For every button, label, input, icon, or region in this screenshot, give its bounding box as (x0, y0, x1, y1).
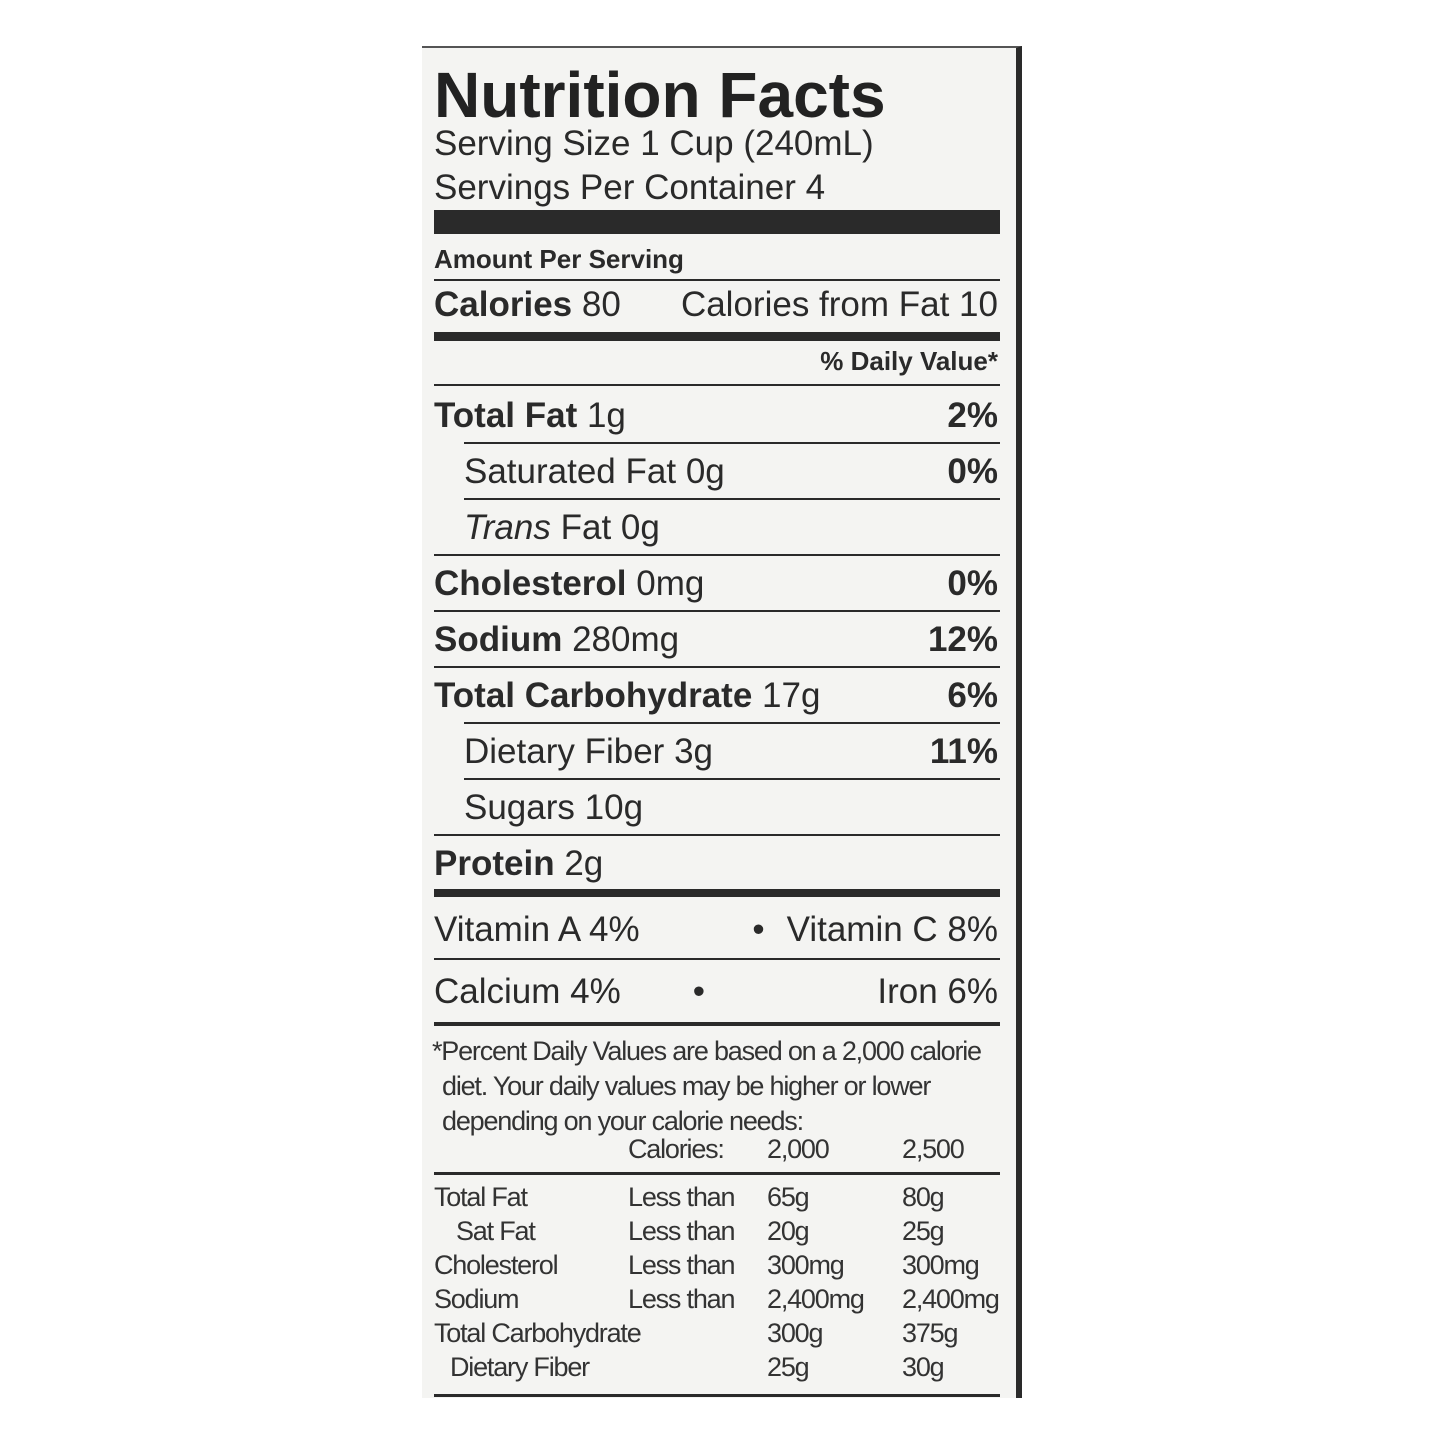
dv-table-cell: 2,400mg (902, 1284, 1000, 1314)
divider (464, 722, 1000, 724)
dv-table-cell: 300mg (902, 1250, 980, 1280)
dv-table-cell: Total Carbohydrate (434, 1318, 642, 1348)
nutrient-row: Total Carbohydrate 17g 6% (434, 672, 998, 720)
nutrient-amount: 17g (762, 676, 821, 715)
dv-table-header: Calories: (628, 1134, 725, 1164)
calories-label: Calories (434, 285, 573, 324)
nutrient-row: Sodium 280mg 12% (434, 616, 998, 664)
dv-table-cell: Sodium (434, 1284, 520, 1314)
footnote-line: *Percent Daily Values are based on a 2,0… (432, 1036, 982, 1066)
divider-thick (434, 210, 1000, 234)
nutrient-name: Total Carbohydrate (434, 676, 753, 715)
dv-table-cell: Less than (628, 1182, 736, 1212)
dv-table-cell: 25g (902, 1216, 945, 1246)
divider (434, 279, 1000, 281)
vitamin-c: Vitamin C 8% (786, 910, 998, 949)
nutrient-name: Protein (434, 844, 555, 883)
calories-row: Calories 80 Calories from Fat 10 (434, 284, 998, 326)
dv-table-cell: 25g (767, 1352, 810, 1382)
dv-table-cell: 20g (767, 1216, 810, 1246)
nutrient-amount: 10g (584, 788, 644, 827)
dv-table-cell: Less than (628, 1250, 736, 1280)
vitamin-row: Vitamin A 4% • Vitamin C 8% (434, 908, 998, 952)
nutrient-name: Trans (464, 508, 551, 547)
dv-table-cell: 300mg (767, 1250, 845, 1280)
nutrient-daily-value: 0% (947, 564, 998, 603)
nutrient-amount: 0g (620, 508, 660, 547)
nutrient-row: Total Fat 1g 2% (434, 392, 998, 440)
iron: Iron 6% (877, 972, 998, 1011)
divider (464, 498, 1000, 500)
nutrient-row: Cholesterol 0mg 0% (434, 560, 998, 608)
calories-from-fat: Calories from Fat 10 (680, 285, 998, 324)
divider (464, 778, 1000, 780)
vitamin-a: Vitamin A 4% (434, 910, 640, 949)
divider (434, 554, 1000, 556)
amount-per-serving: Amount Per Serving (434, 244, 684, 274)
dv-table-cell: Sat Fat (456, 1216, 536, 1246)
label-title: Nutrition Facts (434, 59, 886, 131)
nutrient-daily-value: 12% (927, 620, 998, 659)
bullet: • (752, 910, 765, 949)
nutrient-name: Cholesterol (434, 564, 627, 603)
dv-table-cell: 2,400mg (767, 1284, 865, 1314)
divider (434, 958, 1000, 960)
nutrient-row: Saturated Fat 0g 0% (434, 448, 998, 496)
nutrition-facts-label: Nutrition Facts Serving Size 1 Cup (240m… (422, 46, 1022, 1398)
divider (434, 610, 1000, 612)
dv-table-cell: 375g (902, 1318, 958, 1348)
divider-medium (434, 332, 1000, 341)
divider (464, 442, 1000, 444)
nutrient-name: Total Fat (434, 396, 578, 435)
footnote: *Percent Daily Values are based on a 2,0… (432, 1034, 1000, 1139)
nutrient-name: Dietary Fiber (464, 732, 665, 771)
dv-table-cell: Less than (628, 1284, 736, 1314)
divider (434, 1394, 1000, 1397)
divider-medium (434, 889, 1000, 897)
servings-per-container: Servings Per Container 4 (434, 168, 826, 207)
nutrient-amount: 280mg (572, 620, 680, 659)
nutrient-row: Trans Fat 0g (434, 504, 998, 552)
nutrient-row: Dietary Fiber 3g 11% (434, 728, 998, 776)
nutrient-amount: 0g (685, 452, 725, 491)
bullet: • (692, 972, 705, 1011)
nutrient-daily-value: 0% (947, 452, 998, 491)
daily-value-header: % Daily Value* (820, 345, 998, 376)
divider (434, 1172, 1000, 1175)
vitamin-row: Calcium 4% • Iron 6% (434, 970, 998, 1014)
dv-table-header: 2,000 (767, 1134, 830, 1164)
serving-size: Serving Size 1 Cup (240mL) (434, 124, 874, 163)
nutrient-name: Saturated Fat (464, 452, 677, 491)
nutrient-name: Sugars (464, 788, 575, 827)
dv-table-cell: Less than (628, 1216, 736, 1246)
dv-table-cell: 300g (767, 1318, 823, 1348)
nutrient-name: Sodium (434, 620, 563, 659)
dv-table-cell: 30g (902, 1352, 945, 1382)
divider (434, 834, 1000, 836)
nutrient-daily-value: 2% (947, 396, 998, 435)
divider (434, 666, 1000, 668)
dv-table-cell: Total Fat (434, 1182, 528, 1212)
nutrient-amount: 0mg (636, 564, 705, 603)
calcium: Calcium 4% (434, 972, 621, 1011)
dv-table-cell: 80g (902, 1182, 945, 1212)
footnote-line: depending on your calorie needs: (442, 1106, 804, 1136)
calories-value: 80 (581, 285, 621, 324)
nutrient-amount: 3g (674, 732, 713, 771)
dv-table-cell: Dietary Fiber (450, 1352, 590, 1382)
nutrient-amount: 1g (586, 396, 626, 435)
footnote-line: diet. Your daily values may be higher or… (442, 1071, 931, 1101)
nutrient-daily-value: 11% (929, 732, 998, 771)
dv-table-cell: Cholesterol (434, 1250, 559, 1280)
divider (434, 1022, 1000, 1026)
dv-table-cell: 65g (767, 1182, 810, 1212)
dv-table-header: 2,500 (902, 1134, 965, 1164)
nutrient-name-rest: Fat (560, 508, 612, 547)
nutrient-row: Sugars 10g (434, 784, 998, 832)
divider (434, 384, 1000, 386)
nutrient-row: Protein 2g (434, 840, 998, 888)
nutrient-daily-value: 6% (947, 676, 998, 715)
nutrient-amount: 2g (564, 844, 604, 883)
